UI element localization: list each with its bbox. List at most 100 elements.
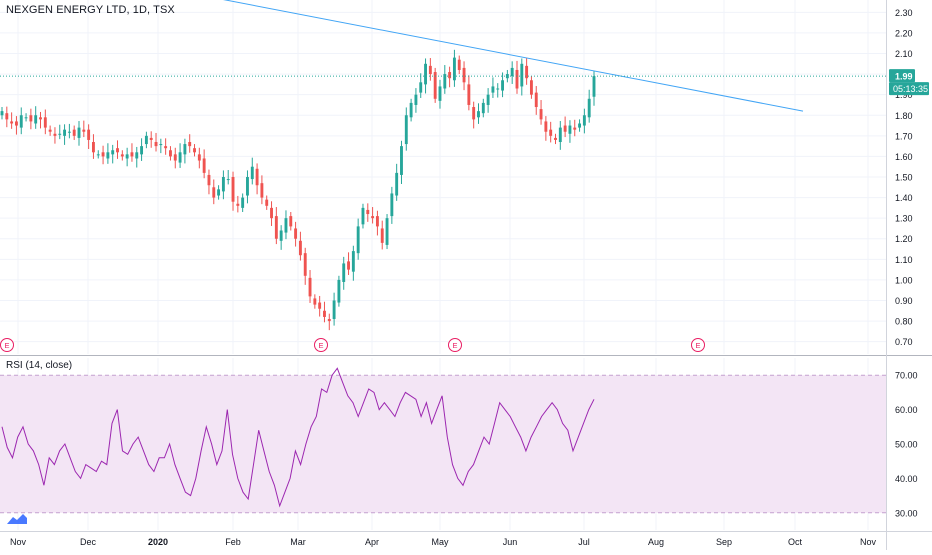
candle-body <box>106 152 110 159</box>
price-tick-label: 1.30 <box>895 214 913 224</box>
candle-body <box>154 142 158 147</box>
candle-body <box>212 187 216 198</box>
price-tick-label: 2.20 <box>895 28 913 38</box>
candle-body <box>327 319 331 322</box>
candle-body <box>173 154 177 161</box>
candle-body <box>457 59 461 70</box>
candle-body <box>241 197 245 208</box>
candle-body <box>164 146 168 149</box>
candle-body <box>217 189 221 196</box>
candle-body <box>188 142 192 147</box>
candle-body <box>452 57 456 81</box>
candle-body <box>375 216 379 227</box>
candle-body <box>260 183 264 198</box>
candle-body <box>14 121 18 126</box>
candle-body <box>568 125 572 134</box>
candle-body <box>53 133 57 136</box>
candle-body <box>323 310 326 317</box>
candle-body <box>39 117 42 120</box>
candle-body <box>534 92 538 108</box>
candle-body <box>298 240 302 256</box>
candle-body <box>236 203 240 206</box>
candle-body <box>221 177 225 192</box>
rsi-tick-label: 40.00 <box>895 474 918 484</box>
candle-body <box>380 228 384 243</box>
candle-body <box>419 82 423 93</box>
time-tick-label: Feb <box>225 537 241 547</box>
rsi-tick-label: 30.00 <box>895 508 918 518</box>
rsi-tick-label: 60.00 <box>895 405 918 415</box>
candle-body <box>265 199 269 206</box>
candle-body <box>404 115 408 145</box>
candle-body <box>5 113 9 120</box>
candle-body <box>486 94 490 105</box>
candle-body <box>592 76 596 97</box>
price-tag: 1.99 <box>895 72 913 82</box>
candle-body <box>582 115 586 126</box>
candle-body <box>111 150 115 155</box>
candle-body <box>433 72 437 99</box>
candle-body <box>578 123 582 128</box>
time-tick-label: Mar <box>290 537 306 547</box>
candle-body <box>481 102 485 114</box>
candle-body <box>67 131 71 133</box>
candle-body <box>558 127 562 143</box>
time-tick-label: Jun <box>503 537 518 547</box>
price-tick-label: 0.80 <box>895 317 913 327</box>
price-tick-label: 1.10 <box>895 255 913 265</box>
time-tick-label: Oct <box>788 537 803 547</box>
candle-body <box>529 80 533 95</box>
candle-body <box>539 109 543 120</box>
candle-body <box>409 102 413 118</box>
candle-body <box>125 154 129 159</box>
candle-body <box>274 216 278 239</box>
candle-body <box>332 300 336 320</box>
price-tick-label: 0.90 <box>895 296 913 306</box>
candle-body <box>544 121 548 132</box>
price-tick-label: 1.20 <box>895 234 913 244</box>
candle-body <box>515 69 519 89</box>
tradingview-logo-icon[interactable] <box>6 511 28 527</box>
earnings-marker-label: E <box>318 341 323 350</box>
candle-body <box>250 166 254 180</box>
candle-body <box>178 152 182 163</box>
candle-body <box>10 121 14 124</box>
candle-body <box>270 207 273 219</box>
candle-body <box>491 86 495 93</box>
candle-body <box>197 154 201 161</box>
time-tick-label: 2020 <box>148 537 168 547</box>
candle-body <box>96 154 100 156</box>
price-tick-label: 1.50 <box>895 173 913 183</box>
candle-body <box>318 302 322 309</box>
candle-body <box>563 125 567 132</box>
time-tick-label: Apr <box>365 537 379 547</box>
candle-body <box>149 137 153 140</box>
time-tick-label: May <box>431 537 449 547</box>
candle-body <box>448 72 452 79</box>
candle-body <box>443 74 447 89</box>
candle-body <box>72 129 76 136</box>
time-tick-label: Dec <box>80 537 97 547</box>
candle-body <box>284 218 288 233</box>
candle-body <box>24 117 28 119</box>
candle-body <box>356 226 360 254</box>
price-tick-label: 2.10 <box>895 49 913 59</box>
price-tick-label: 1.80 <box>895 111 913 121</box>
candle-body <box>193 148 196 153</box>
candle-body <box>0 111 4 116</box>
candle-body <box>87 129 91 140</box>
candle-body <box>371 216 375 219</box>
candle-body <box>202 158 206 173</box>
price-tick-label: 1.90 <box>895 90 913 100</box>
time-tick-label: Nov <box>860 537 877 547</box>
candle-body <box>477 111 480 118</box>
countdown-label: 05:13:35 <box>893 84 928 94</box>
candle-body <box>19 115 23 128</box>
candle-body <box>231 177 235 202</box>
earnings-marker-label: E <box>452 341 457 350</box>
candle-body <box>400 146 403 175</box>
candle-body <box>294 228 298 239</box>
